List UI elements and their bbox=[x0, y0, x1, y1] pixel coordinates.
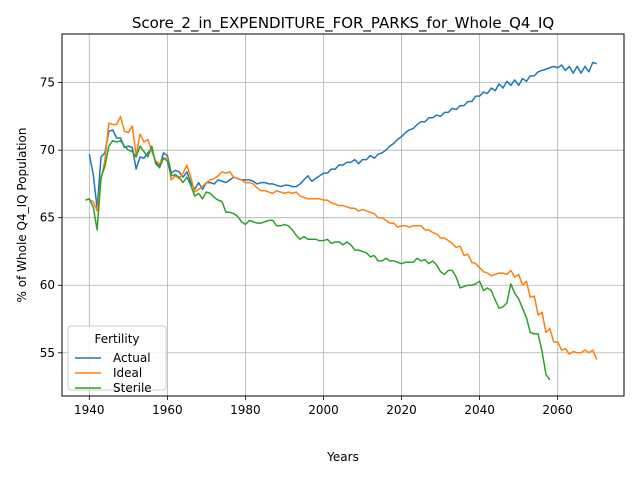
legend-title: Fertility bbox=[94, 332, 139, 346]
x-axis-title: Years bbox=[326, 450, 359, 464]
plot-frame bbox=[61, 33, 625, 397]
series-line-sterile bbox=[85, 139, 551, 381]
x-tick-label: 1940 bbox=[74, 403, 105, 417]
series-line-actual bbox=[88, 61, 597, 209]
x-tick-label: 1980 bbox=[230, 403, 261, 417]
series-lines bbox=[85, 61, 598, 381]
y-tick-label: 60 bbox=[40, 278, 55, 292]
y-tick-label: 55 bbox=[40, 346, 55, 360]
y-tick-label: 75 bbox=[40, 76, 55, 90]
x-tick-label: 2020 bbox=[386, 403, 417, 417]
x-axis: 1940 1960 1980 2000 2020 2040 2060 bbox=[74, 396, 573, 417]
series-line-ideal bbox=[89, 115, 598, 360]
x-tick-label: 2040 bbox=[464, 403, 495, 417]
legend-label-actual: Actual bbox=[113, 351, 151, 365]
x-tick-label: 2000 bbox=[308, 403, 339, 417]
y-tick-label: 65 bbox=[40, 211, 55, 225]
y-tick-label: 70 bbox=[40, 143, 55, 157]
legend-label-sterile: Sterile bbox=[113, 381, 152, 395]
x-tick-label: 1960 bbox=[152, 403, 183, 417]
legend-box bbox=[67, 325, 167, 391]
chart-title: Score_2_in_EXPENDITURE_FOR_PARKS_for_Who… bbox=[132, 14, 554, 33]
y-axis-title: % of Whole Q4_IQ Population bbox=[15, 128, 29, 303]
x-tick-label: 2060 bbox=[542, 403, 573, 417]
legend-label-ideal: Ideal bbox=[113, 366, 142, 380]
y-axis: 55 60 65 70 75 bbox=[40, 76, 62, 360]
